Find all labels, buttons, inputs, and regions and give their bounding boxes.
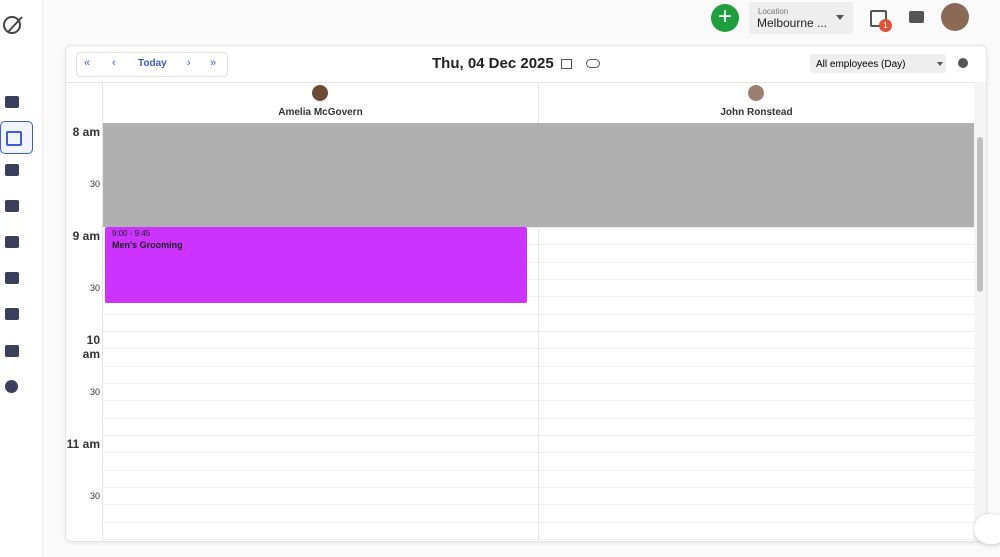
grid-line [103,261,974,263]
location-value: Melbourne ... [757,16,828,30]
messages-button[interactable] [909,11,924,23]
appointment[interactable]: 9:00 - 9:45 Men's Grooming [105,227,527,303]
location-label: Location [758,7,789,16]
calendar-card: « ‹ Today › » Thu, 04 Dec 2025 All emplo… [65,45,987,542]
grid-line [103,227,974,228]
grid-line [103,244,974,246]
dropdown-arrow [836,15,844,24]
filter-button[interactable] [974,514,1000,544]
notification-badge: 1 [879,19,892,32]
nav-settings[interactable] [5,380,18,393]
time-label: 10 am [82,333,100,361]
nav-calendar[interactable] [0,121,33,154]
sidebar [0,0,43,557]
nav-group: « ‹ Today › » [76,52,228,77]
prev-week[interactable]: « [84,57,91,69]
nav-cards[interactable] [5,345,19,357]
grid-line [103,539,974,540]
grid-line [103,400,974,402]
grid-line [103,383,974,384]
time-label: 30 [89,179,100,189]
time-label: 9 am [72,229,100,243]
nav-clients[interactable] [5,200,19,212]
logo [3,16,23,34]
appointment-time: 9:00 - 9:45 [112,229,151,238]
prev-day[interactable]: ‹ [112,57,116,69]
nav-dashboard[interactable] [5,96,19,108]
next-day[interactable]: › [187,57,191,69]
nav-reports[interactable] [5,236,19,248]
calendar-alerts[interactable] [870,10,887,27]
grid-line [103,279,974,280]
employee-avatar [748,85,764,101]
nav-products[interactable] [5,272,19,284]
appointment-title: Men's Grooming [112,240,183,250]
dropdown-arrow [937,62,943,69]
scroll-thumb[interactable] [977,137,983,292]
location-select[interactable]: Location Melbourne ... [749,2,853,34]
view-select[interactable]: All employees (Day) [810,54,946,73]
settings-button[interactable] [958,58,968,68]
grid-line [103,487,974,488]
nav-desk[interactable] [5,164,19,176]
user-avatar[interactable] [941,3,969,31]
nav-tags[interactable] [5,308,19,320]
grid-line [103,365,974,367]
grid-line [103,313,974,315]
grid-line [103,348,974,350]
time-label: 8 am [72,125,100,139]
time-label: 30 [89,387,100,397]
employee-name: John Ronstead [720,107,793,118]
grid-line [103,331,974,332]
scrollbar[interactable] [974,82,986,541]
sync-button[interactable] [586,59,600,68]
today-button[interactable]: Today [138,58,167,69]
grid-line [103,435,974,436]
grid-line [103,469,974,471]
grid-line [103,521,974,523]
grid-line [103,504,974,506]
divider [66,82,974,83]
grid-line [103,452,974,454]
date-picker[interactable] [561,59,572,69]
date-title: Thu, 04 Dec 2025 [432,55,554,72]
time-grid: 9:00 - 9:45 Men's Grooming 8 am 30 9 am 30 1… [66,123,974,541]
view-select-text: All employees (Day) [816,59,906,70]
time-label: 30 [89,283,100,293]
employee-avatar [312,85,328,101]
time-label: 30 [89,491,100,501]
grid-line [103,417,974,419]
add-button[interactable]: + [711,4,739,32]
next-week[interactable]: » [210,57,217,69]
column-divider [538,82,539,541]
time-column-border [102,82,103,541]
employee-name: Amelia McGovern [278,107,363,118]
time-label: 11 am [66,437,100,451]
unavailable-block [103,123,974,227]
grid-line [103,296,974,298]
